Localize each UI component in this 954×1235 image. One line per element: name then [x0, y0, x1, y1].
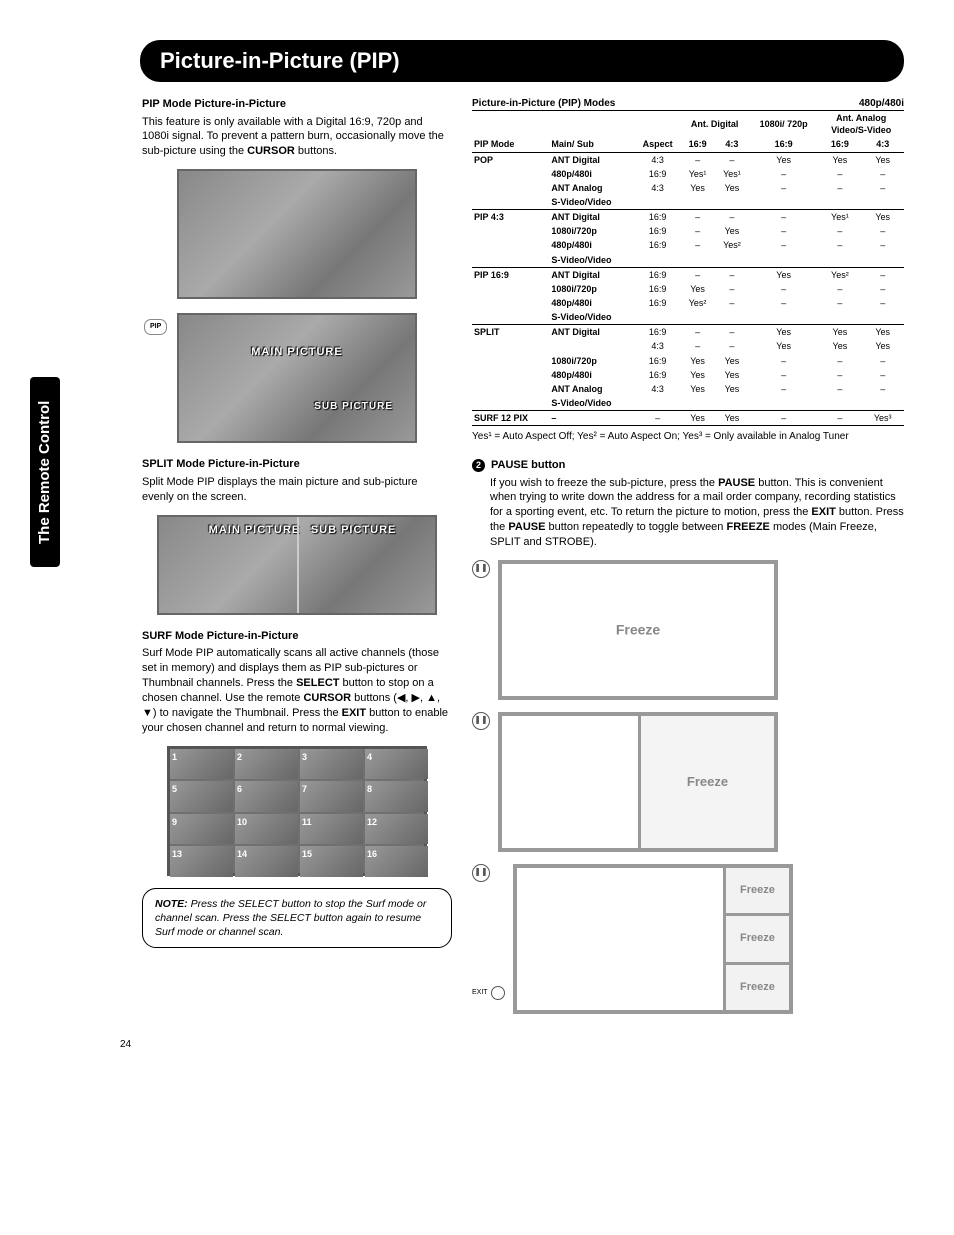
- split-mode-heading: SPLIT Mode Picture-in-Picture: [142, 457, 452, 472]
- surf-mode-body: Surf Mode PIP automatically scans all ac…: [142, 646, 452, 735]
- modes-footnote: Yes¹ = Auto Aspect Off; Yes² = Auto Aspe…: [472, 430, 904, 444]
- main-picture-label: MAIN PICTURE: [251, 345, 342, 360]
- surf-thumbnail-grid: 12345678910111213141516: [167, 746, 427, 876]
- thumbnail-cell: 8: [365, 781, 428, 812]
- pause-heading: 2 PAUSE button: [472, 458, 904, 473]
- modes-table-title: Picture-in-Picture (PIP) Modes: [472, 97, 615, 111]
- pause-button-icon[interactable]: ❚❚: [472, 560, 490, 578]
- page-number: 24: [120, 1038, 904, 1052]
- thumbnail-cell: 3: [300, 749, 363, 780]
- pip-mode-heading: PIP Mode Picture-in-Picture: [142, 97, 452, 112]
- surf-mode-heading: SURF Mode Picture-in-Picture: [142, 629, 452, 644]
- modes-table: PIP Mode Main/ Sub Aspect Ant. Digital 1…: [472, 110, 904, 426]
- pip-mode-body: This feature is only available with a Di…: [142, 115, 452, 160]
- freeze-strobe-screen: Freeze Freeze Freeze: [513, 864, 793, 1014]
- note-box: NOTE: Press the SELECT button to stop th…: [142, 888, 452, 949]
- thumbnail-cell: 4: [365, 749, 428, 780]
- thumbnail-cell: 9: [170, 814, 233, 845]
- thumbnail-cell: 10: [235, 814, 298, 845]
- bullet-number-icon: 2: [472, 459, 485, 472]
- split-mode-image: MAIN PICTURE SUB PICTURE: [157, 515, 437, 615]
- thumbnail-cell: 13: [170, 846, 233, 877]
- sub-picture-label: SUB PICTURE: [314, 400, 393, 414]
- side-tab: The Remote Control: [30, 377, 60, 567]
- page-title: Picture-in-Picture (PIP): [160, 46, 884, 76]
- pause-button-icon[interactable]: ❚❚: [472, 712, 490, 730]
- thumbnail-cell: 12: [365, 814, 428, 845]
- pip-sub-image: PIP MAIN PICTURE SUB PICTURE: [177, 313, 417, 443]
- thumbnail-cell: 5: [170, 781, 233, 812]
- thumbnail-cell: 6: [235, 781, 298, 812]
- exit-button-icon[interactable]: [491, 986, 505, 1000]
- split-mode-body: Split Mode PIP displays the main picture…: [142, 475, 452, 505]
- pause-body: If you wish to freeze the sub-picture, p…: [490, 476, 904, 550]
- pause-button-icon[interactable]: ❚❚: [472, 864, 490, 882]
- thumbnail-cell: 14: [235, 846, 298, 877]
- pip-badge: PIP: [144, 319, 167, 334]
- page-header: Picture-in-Picture (PIP): [140, 40, 904, 82]
- freeze-split-screen: Freeze: [498, 712, 778, 852]
- modes-table-supergroup: 480p/480i: [859, 97, 904, 111]
- thumbnail-cell: 7: [300, 781, 363, 812]
- thumbnail-cell: 11: [300, 814, 363, 845]
- pip-main-image: [177, 169, 417, 299]
- thumbnail-cell: 1: [170, 749, 233, 780]
- thumbnail-cell: 2: [235, 749, 298, 780]
- freeze-main-screen: Freeze: [498, 560, 778, 700]
- thumbnail-cell: 15: [300, 846, 363, 877]
- split-sub-label: SUB PICTURE: [311, 523, 397, 538]
- thumbnail-cell: 16: [365, 846, 428, 877]
- exit-button-label: EXIT: [472, 986, 505, 1000]
- split-main-label: MAIN PICTURE: [209, 523, 300, 538]
